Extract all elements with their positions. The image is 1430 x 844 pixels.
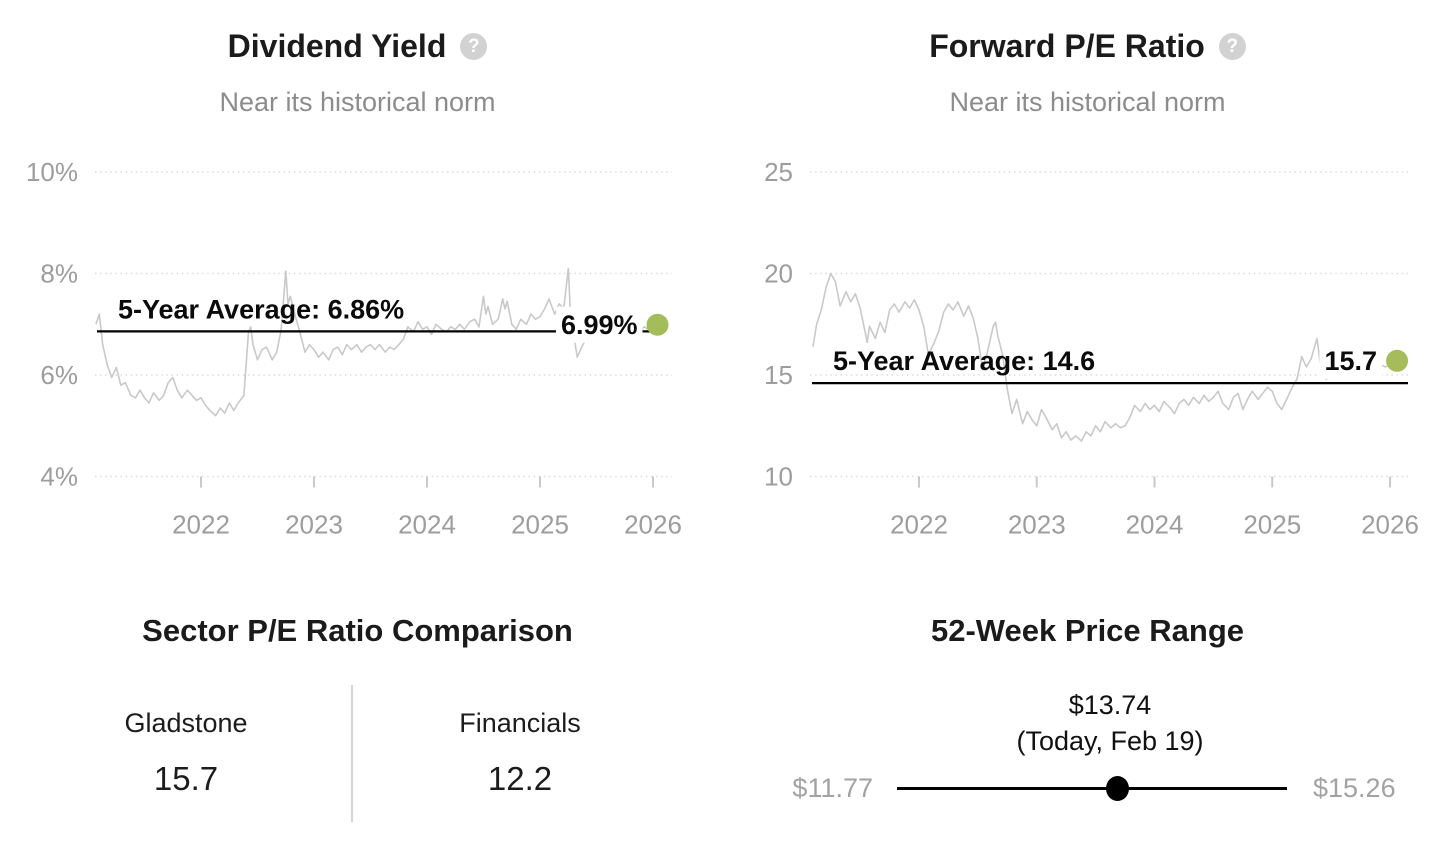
sector-column-gladstone: Gladstone 15.7: [20, 684, 352, 824]
svg-text:2022: 2022: [890, 510, 948, 540]
svg-text:2025: 2025: [1243, 510, 1301, 540]
dividend-yield-header: Dividend Yield ?: [0, 26, 715, 66]
price-range-marker: [1105, 776, 1129, 801]
svg-text:2024: 2024: [398, 510, 456, 540]
svg-text:15: 15: [764, 360, 793, 390]
svg-text:10: 10: [764, 462, 793, 492]
sector-column-label: Gladstone: [124, 708, 248, 738]
svg-text:2024: 2024: [1126, 510, 1184, 540]
svg-text:20: 20: [764, 259, 793, 289]
svg-text:4%: 4%: [40, 462, 78, 492]
price-range-low: $11.77: [792, 773, 873, 803]
sector-column-financials: Financials 12.2: [360, 684, 680, 824]
sector-column-label: Financials: [459, 708, 581, 738]
sector-column-value: 15.7: [153, 760, 219, 797]
svg-text:8%: 8%: [40, 259, 78, 289]
column-divider: [351, 685, 353, 822]
svg-text:2025: 2025: [511, 510, 569, 540]
svg-text:10%: 10%: [26, 157, 78, 187]
forward-pe-panel: Forward P/E Ratio ? Near its historical …: [715, 0, 1430, 560]
dividend-yield-subtitle: Near its historical norm: [219, 87, 496, 117]
forward-pe-chart: 25 20 15 10 2022 2023 2024 2025 2026 5-Year Avera…: [764, 157, 1419, 540]
current-price-date: (Today, Feb 19): [1016, 726, 1204, 756]
svg-text:2023: 2023: [285, 510, 343, 540]
forward-pe-subtitle: Near its historical norm: [949, 87, 1226, 117]
svg-text:25: 25: [764, 157, 793, 187]
current-price: $13.74: [1068, 690, 1152, 720]
svg-text:6.99%: 6.99%: [561, 310, 638, 340]
forward-pe-header: Forward P/E Ratio ?: [730, 26, 1430, 66]
dividend-yield-chart: 10% 8% 6% 4% 2022 2023 2024 2025 2026 5-Year Aver…: [26, 157, 682, 540]
svg-text:2022: 2022: [172, 510, 230, 540]
svg-text:2026: 2026: [1361, 510, 1419, 540]
price-range-title: 52-Week Price Range: [930, 613, 1245, 648]
svg-text:5-Year Average: 6.86%: 5-Year Average: 6.86%: [118, 294, 404, 324]
svg-text:15.7: 15.7: [1325, 346, 1378, 376]
forward-pe-title: Forward P/E Ratio: [929, 28, 1205, 64]
sector-pe-comparison-title: Sector P/E Ratio Comparison: [142, 613, 573, 648]
price-range-high: $15.26: [1313, 773, 1396, 803]
svg-text:6%: 6%: [40, 360, 78, 390]
svg-text:2023: 2023: [1008, 510, 1066, 540]
svg-text:5-Year Average: 14.6: 5-Year Average: 14.6: [833, 346, 1095, 376]
sector-column-value: 12.2: [487, 760, 553, 797]
price-range-track: [897, 787, 1287, 790]
help-icon[interactable]: ?: [460, 32, 488, 60]
svg-text:2026: 2026: [624, 510, 682, 540]
dividend-yield-panel: Dividend Yield ? Near its historical nor…: [0, 0, 715, 560]
help-icon[interactable]: ?: [1218, 32, 1246, 60]
dividend-yield-title: Dividend Yield: [227, 28, 447, 64]
